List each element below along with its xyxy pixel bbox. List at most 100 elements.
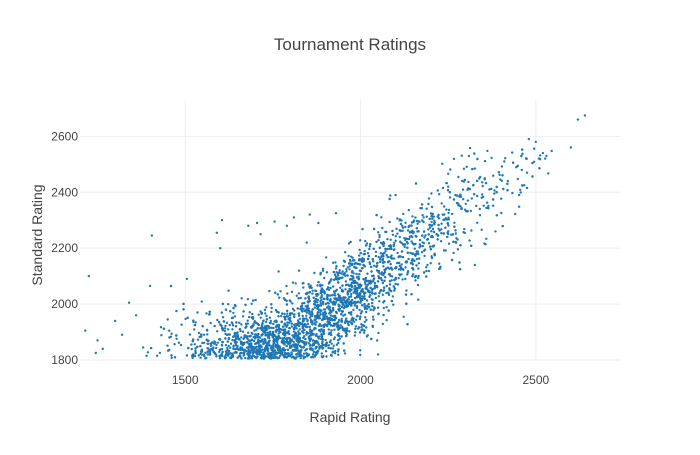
scatter-point (396, 251, 399, 255)
scatter-point (272, 326, 275, 330)
scatter-point (351, 256, 354, 259)
scatter-point (396, 283, 400, 286)
scatter-point (439, 265, 442, 269)
scatter-point (205, 328, 209, 332)
scatter-point (473, 167, 477, 170)
scatter-point (268, 289, 271, 293)
scatter-point (338, 271, 341, 274)
scatter-point (185, 354, 189, 357)
scatter-point (255, 356, 258, 360)
scatter-point (411, 252, 415, 255)
scatter-point (305, 352, 308, 355)
scatter-point (389, 262, 392, 266)
scatter-point (265, 306, 268, 309)
scatter-point (449, 168, 452, 171)
scatter-point (406, 246, 409, 249)
scatter-point (525, 171, 529, 174)
scatter-point (402, 212, 405, 216)
scatter-point (332, 278, 336, 281)
scatter-point (343, 321, 347, 324)
scatter-point (201, 341, 204, 345)
scatter-point (229, 342, 233, 345)
scatter-point (366, 272, 369, 275)
scatter-point (96, 339, 99, 342)
scatter-point (268, 326, 271, 330)
scatter-point (384, 276, 387, 279)
scatter-point (506, 179, 509, 183)
scatter-point (379, 257, 382, 261)
scatter-point (347, 323, 350, 327)
scatter-point (208, 353, 212, 356)
scatter-point (278, 347, 281, 350)
scatter-point (451, 233, 455, 236)
scatter-point (296, 347, 299, 350)
scatter-point (440, 232, 443, 235)
scatter-point (206, 353, 209, 356)
scatter-point (230, 352, 234, 355)
scatter-point (350, 322, 354, 326)
scatter-point (243, 348, 246, 351)
scatter-point (541, 151, 545, 155)
scatter-point (381, 281, 385, 285)
scatter-point (221, 329, 224, 332)
scatter-point (420, 251, 424, 254)
scatter-point (460, 154, 463, 157)
scatter-point (372, 318, 375, 321)
scatter-point (260, 356, 263, 360)
scatter-point (569, 146, 573, 149)
scatter-point (385, 291, 388, 295)
scatter-point (303, 335, 306, 338)
scatter-point (494, 230, 497, 233)
scatter-point (260, 311, 264, 315)
scatter-point (337, 303, 340, 306)
scatter-point (208, 350, 212, 353)
scatter-point (381, 293, 384, 296)
scatter-point (454, 229, 457, 232)
scatter-point (200, 333, 203, 336)
scatter-point (446, 235, 449, 239)
scatter-point (315, 321, 318, 324)
scatter-point (346, 274, 349, 277)
scatter-point (273, 320, 276, 323)
scatter-point (261, 348, 264, 351)
scatter-point (285, 325, 288, 329)
scatter-point (316, 301, 319, 304)
scatter-point (162, 327, 166, 330)
scatter-point (283, 322, 286, 325)
scatter-point (275, 320, 278, 324)
scatter-point (488, 188, 491, 191)
scatter-point (250, 316, 254, 319)
scatter-point (498, 173, 501, 177)
scatter-point (441, 162, 444, 165)
scatter-point (311, 339, 314, 342)
scatter-point (495, 185, 498, 189)
scatter-point (224, 308, 228, 311)
scatter-point (520, 184, 524, 187)
scatter-point (296, 343, 299, 346)
scatter-point (296, 307, 299, 310)
scatter-point (425, 275, 428, 278)
scatter-point (506, 189, 509, 192)
scatter-point (378, 272, 381, 275)
scatter-point (327, 288, 331, 291)
scatter-point (320, 336, 324, 339)
scatter-point (272, 341, 276, 344)
scatter-point (356, 262, 360, 266)
scatter-point (401, 255, 405, 259)
scatter-point (158, 351, 162, 355)
scatter-point (397, 277, 400, 280)
scatter-point (228, 323, 231, 327)
scatter-point (357, 283, 360, 287)
scatter-point (365, 286, 368, 289)
scatter-point (401, 226, 405, 229)
scatter-point (374, 254, 378, 258)
scatter-point (212, 346, 215, 349)
scatter-point (269, 357, 273, 360)
scatter-point (462, 198, 465, 201)
scatter-point (303, 301, 306, 305)
scatter-point (182, 308, 185, 311)
scatter-point (544, 157, 547, 160)
scatter-point (421, 241, 424, 244)
scatter-point (394, 235, 397, 238)
scatter-point (386, 237, 389, 241)
